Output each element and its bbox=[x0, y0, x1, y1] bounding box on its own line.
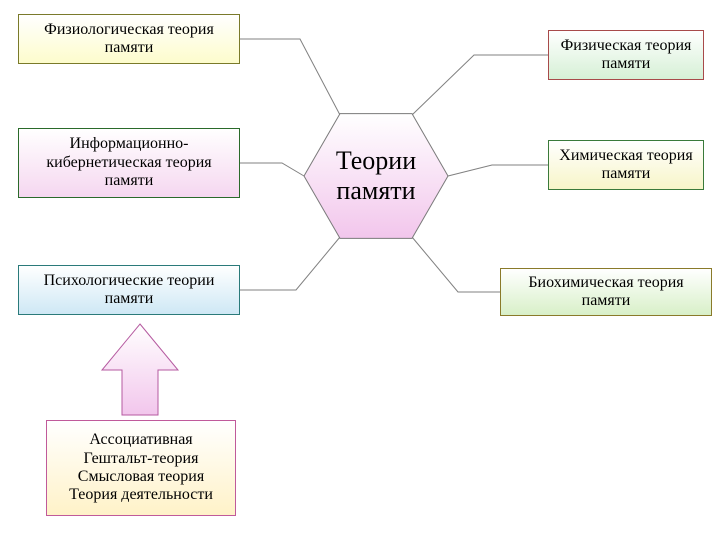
box-label: Физическая теория памяти bbox=[555, 37, 697, 74]
box-label: Информационно-кибернетическая теория пам… bbox=[25, 135, 233, 190]
box-biochemical: Биохимическая теория памяти bbox=[500, 268, 712, 316]
box-label: Биохимическая теория памяти bbox=[507, 274, 705, 311]
box-physiological: Физиологическая теория памяти bbox=[18, 14, 240, 64]
center-hexagon bbox=[304, 114, 448, 239]
up-arrow bbox=[102, 324, 178, 415]
box-psychological: Психологические теории памяти bbox=[18, 265, 240, 315]
center-label: Теории памяти bbox=[304, 104, 448, 248]
box-label: Физиологическая теория памяти bbox=[25, 21, 233, 58]
connector-lines bbox=[240, 39, 548, 292]
center-label-text: Теории памяти bbox=[304, 146, 448, 206]
box-chemical: Химическая теория памяти bbox=[548, 140, 704, 190]
diagram-stage: Физиологическая теория памяти Информацио… bbox=[0, 0, 720, 540]
box-label: Ассоциативная Гештальт-теория Смысловая … bbox=[69, 431, 213, 505]
box-info-cybernetic: Информационно-кибернетическая теория пам… bbox=[18, 128, 240, 198]
box-label: Химическая теория памяти bbox=[555, 147, 697, 184]
box-detail-list: Ассоциативная Гештальт-теория Смысловая … bbox=[46, 420, 236, 516]
box-label: Психологические теории памяти bbox=[25, 272, 233, 309]
box-physical: Физическая теория памяти bbox=[548, 30, 704, 80]
